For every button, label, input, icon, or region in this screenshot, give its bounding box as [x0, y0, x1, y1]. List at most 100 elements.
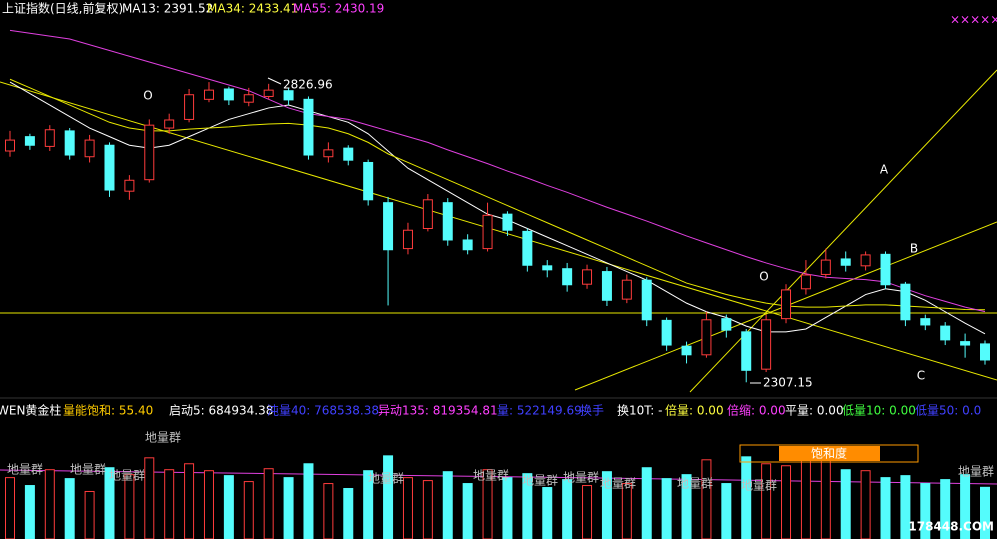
candle-body	[621, 279, 632, 300]
ma-legend: MA55: 2430.19	[293, 2, 384, 16]
candle-body	[542, 265, 553, 271]
volume-bar	[482, 469, 493, 539]
arrow	[267, 77, 282, 85]
volume-bar	[263, 468, 274, 539]
annotation: O	[143, 89, 152, 103]
volume-bar	[64, 478, 75, 539]
volume-bar	[661, 478, 672, 539]
indicator-label: 倍缩: 0.00	[727, 403, 786, 418]
chart-title: 上证指数(日线,前复权)	[2, 1, 123, 16]
volume-bar	[701, 459, 712, 539]
volume-tag: 地量群	[109, 469, 145, 483]
candle-body	[840, 258, 851, 266]
saturation-frame	[739, 444, 919, 463]
volume-bar	[24, 485, 35, 539]
ma-legend: MA13: 2391.52	[122, 2, 213, 16]
candle-body	[462, 239, 473, 251]
volume-bar	[721, 483, 732, 539]
volume-bar	[820, 457, 831, 539]
trend-line	[0, 81, 997, 381]
candle-body	[900, 283, 911, 321]
volume-bar	[203, 470, 214, 539]
volume-bar	[343, 488, 354, 539]
candle-body	[920, 318, 931, 326]
candle-body	[781, 289, 792, 320]
volume-tag: 地量群	[70, 463, 106, 477]
candle-body	[104, 144, 115, 191]
volume-bar	[402, 477, 413, 539]
candle-body	[283, 90, 294, 101]
volume-bar	[621, 483, 632, 539]
volume-tag: 地量群	[368, 472, 404, 486]
indicator-label: 换手	[580, 404, 604, 418]
ma-line	[9, 78, 986, 311]
volume-bar	[880, 477, 891, 539]
volume-bar	[243, 481, 254, 539]
volume-bar	[761, 463, 772, 539]
candle-body	[263, 89, 274, 97]
volume-tag: 地量群	[473, 469, 509, 483]
annotation: O	[759, 270, 768, 284]
volume-tag: 地量群	[741, 479, 777, 493]
candle-body	[402, 229, 413, 250]
indicator-label: 倍量: 0.00	[665, 403, 724, 418]
candle-body	[203, 89, 214, 100]
candle-body	[323, 149, 334, 158]
candle-body	[562, 268, 573, 286]
volume-bar	[542, 487, 553, 539]
indicator-label: 沌量40: 768538.38	[267, 404, 379, 418]
candle-body	[721, 318, 732, 331]
volume-bar	[502, 477, 513, 539]
candle-body	[980, 343, 990, 361]
volume-bar	[383, 455, 394, 539]
candle-body	[482, 214, 493, 250]
candle-body	[5, 139, 15, 152]
candle-body	[442, 202, 453, 241]
volume-bar	[462, 483, 473, 539]
volume-tag: 地量群	[958, 465, 994, 479]
candle-body	[860, 254, 871, 267]
candle-body	[84, 139, 95, 158]
candle-body	[582, 269, 593, 285]
candle-body	[383, 202, 394, 251]
volume-bar	[323, 483, 334, 539]
candle-body	[164, 119, 175, 129]
volume-bar	[562, 479, 573, 539]
candle-body	[820, 259, 831, 275]
volume-bar	[522, 473, 533, 539]
candle-body	[243, 94, 254, 103]
candle-body	[64, 130, 75, 156]
corner-mark: ×××××	[950, 13, 997, 27]
volume-tag: 地量群	[677, 477, 713, 491]
candle-body	[124, 179, 135, 192]
volume-bar	[781, 465, 792, 539]
volume-tag: 地量群	[7, 463, 43, 477]
annotation: A	[880, 163, 889, 177]
indicator-label: 平量: 0.00	[785, 404, 844, 418]
saturation-fill	[779, 446, 880, 461]
candle-body	[940, 325, 951, 341]
candle-body	[522, 230, 533, 266]
candle-body	[741, 331, 752, 371]
volume-tag: 地量群	[600, 477, 636, 491]
candle-body	[880, 253, 891, 286]
ma-line	[9, 29, 986, 313]
volume-tag: 地量群	[145, 431, 181, 445]
annotation: 2826.96	[283, 78, 333, 92]
volume-bar	[84, 490, 95, 539]
volume-bar	[582, 485, 593, 539]
indicator-label: WEN黄金柱	[0, 403, 61, 418]
saturation-label: 饱和度	[811, 446, 847, 461]
indicator-label: 低量10: 0.00	[842, 404, 916, 418]
volume-bar	[940, 479, 951, 539]
volume-bar	[44, 469, 55, 539]
indicator-label: 量: 522149.69	[497, 404, 582, 418]
candle-body	[601, 271, 612, 301]
candle-body	[343, 147, 354, 161]
candle-body	[761, 319, 772, 370]
indicator-label: 低量50: 0.0	[915, 404, 981, 418]
watermark: 178448.COM	[908, 520, 994, 534]
volume-bar	[303, 463, 314, 539]
volume-bar	[741, 456, 752, 539]
